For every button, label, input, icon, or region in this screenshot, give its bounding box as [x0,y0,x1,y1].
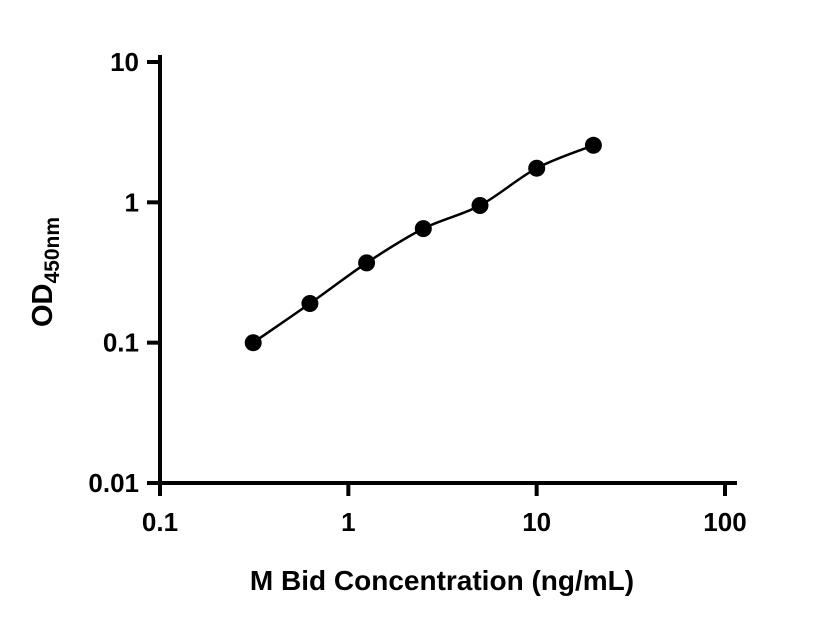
data-point-marker [528,159,546,177]
x-axis-tick-label: 100 [703,507,746,537]
y-axis-title: OD450nm [27,217,65,327]
y-axis-title-subscript: 450nm [40,216,64,284]
x-axis-title: M Bid Concentration (ng/mL) [249,565,635,596]
y-axis-title-main: OD [27,283,60,328]
y-axis-tick-label: 0.01 [88,468,139,498]
fit-curve [252,144,594,344]
x-axis-tick-label: 0.1 [142,507,178,537]
data-point-marker [584,136,602,154]
y-axis-tick-label: 10 [110,47,139,77]
y-axis-tick-label: 0.1 [103,328,139,358]
x-axis-tick-label: 10 [522,507,551,537]
data-point-marker [301,295,319,312]
data-point-marker [244,334,262,352]
data-point-marker [414,220,432,238]
y-axis-tick-label: 1 [125,187,139,217]
data-point-marker [358,254,376,272]
x-axis-tick-label: 1 [341,507,355,537]
data-point-marker [471,197,489,214]
